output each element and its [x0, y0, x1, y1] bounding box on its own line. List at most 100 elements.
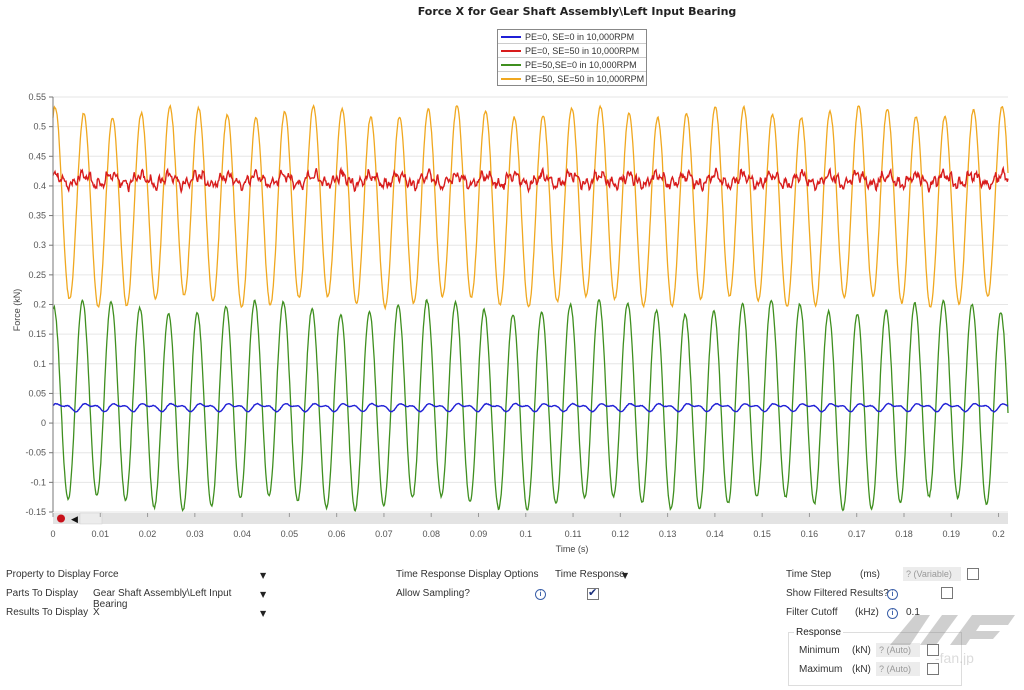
maximum-input[interactable]: ? (Auto) [876, 662, 920, 676]
info-icon[interactable]: i [887, 589, 898, 600]
y-tick-label: -0.1 [30, 477, 46, 487]
chevron-down-icon[interactable]: ▼ [260, 609, 267, 618]
time-response-chart: -0.15 -0.1 -0.05 0 0.05 0.1 0.15 0.2 0.25 0.3 0.35… [12, 92, 1009, 554]
x-tick-label: 0.05 [281, 529, 299, 539]
parts-to-display-label: Parts To Display [6, 588, 79, 599]
results-to-display-label: Results To Display [6, 607, 89, 618]
x-tick-label: 0.13 [659, 529, 677, 539]
property-to-display-select[interactable]: Force [93, 569, 119, 580]
legend-item: PE=50,SE=0 in 10,000RPM [498, 58, 646, 72]
filter-cutoff-value[interactable]: 0.1 [906, 607, 920, 618]
y-tick-label: 0.35 [28, 211, 46, 221]
response-group-label: Response [794, 627, 844, 638]
time-response-options-label: Time Response Display Options [396, 569, 539, 580]
x-tick-label: 0.09 [470, 529, 488, 539]
y-tick-label: 0.2 [33, 300, 46, 310]
time-step-checkbox[interactable] [967, 568, 979, 580]
filter-cutoff-label: Filter Cutoff [786, 607, 838, 618]
time-step-label: Time Step [786, 569, 832, 580]
scrollbar-thumb[interactable] [79, 512, 103, 525]
time-step-input[interactable]: ? (Variable) [903, 567, 961, 581]
y-axis-label: Force (kN) [12, 289, 22, 332]
series-line-2 [52, 165, 1009, 195]
y-tick-label: 0.15 [28, 329, 46, 339]
minimum-input[interactable]: ? (Auto) [876, 643, 920, 657]
time-step-unit: (ms) [860, 569, 880, 580]
y-tick-label: 0.45 [28, 151, 46, 161]
y-tick-label: 0 [41, 418, 46, 428]
legend-label: PE=50,SE=0 in 10,000RPM [525, 59, 637, 70]
filter-cutoff-unit: (kHz) [855, 607, 879, 618]
response-group [788, 632, 962, 686]
legend-swatch [501, 49, 521, 52]
legend-item: PE=50, SE=50 in 10,000RPM [498, 72, 646, 85]
series-line-4 [52, 104, 1009, 311]
minimum-label: Minimum [799, 645, 840, 656]
x-tick-label: 0.02 [139, 529, 157, 539]
x-tick-label: 0.2 [992, 529, 1005, 539]
y-tick-label: -0.15 [25, 507, 46, 517]
x-tick-label: 0.03 [186, 529, 204, 539]
legend-swatch [501, 77, 521, 80]
x-tick-label: 0.08 [422, 529, 440, 539]
x-tick-label: 0.06 [328, 529, 346, 539]
x-tick-label: 0.15 [753, 529, 771, 539]
x-tick-label: 0.14 [706, 529, 724, 539]
maximum-unit: (kN) [852, 664, 871, 675]
x-tick-label: 0.07 [375, 529, 393, 539]
x-tick-label: 0.12 [612, 529, 630, 539]
legend-item: PE=0, SE=50 in 10,000RPM [498, 44, 646, 58]
y-ticks: -0.15 -0.1 -0.05 0 0.05 0.1 0.15 0.2 0.25 0.3 0.35… [25, 92, 53, 517]
time-response-options-select[interactable]: Time Response [555, 569, 625, 580]
legend-item: PE=0, SE=0 in 10,000RPM [498, 30, 646, 44]
x-tick-label: 0 [50, 529, 55, 539]
x-tick-label: 0.16 [801, 529, 819, 539]
y-tick-label: 0.3 [33, 240, 46, 250]
series-layer [52, 104, 1009, 513]
x-tick-label: 0.11 [565, 529, 582, 539]
legend-swatch [501, 35, 521, 38]
series-line-1 [52, 402, 1009, 413]
legend-label: PE=0, SE=50 in 10,000RPM [525, 45, 640, 56]
y-tick-label: 0.55 [28, 92, 46, 102]
x-tick-label: 0.01 [92, 529, 110, 539]
x-axis-label: Time (s) [556, 544, 589, 554]
chevron-down-icon[interactable]: ▼ [260, 571, 267, 580]
show-filtered-results-label: Show Filtered Results? [786, 588, 889, 599]
show-filtered-results-checkbox[interactable] [941, 587, 953, 599]
x-tick-label: 0.17 [848, 529, 866, 539]
record-marker-icon[interactable] [57, 514, 65, 523]
y-tick-label: -0.05 [25, 448, 46, 458]
results-to-display-select[interactable]: X [93, 607, 100, 618]
y-tick-label: 0.25 [28, 270, 46, 280]
minimum-unit: (kN) [852, 645, 871, 656]
series-line-3 [52, 298, 1009, 513]
x-tick-label: 0.18 [895, 529, 913, 539]
x-tick-label: 0.19 [943, 529, 961, 539]
maximum-checkbox[interactable] [927, 663, 939, 675]
property-to-display-label: Property to Display [6, 569, 91, 580]
time-scrollbar[interactable] [53, 513, 1008, 524]
y-tick-label: 0.5 [33, 122, 46, 132]
y-tick-label: 0.4 [33, 181, 46, 191]
parts-to-display-select[interactable]: Gear Shaft Assembly\Left Input Bearing [93, 588, 232, 610]
chevron-down-icon[interactable]: ▼ [622, 571, 629, 580]
x-tick-label: 0.1 [520, 529, 533, 539]
y-tick-label: 0.1 [33, 359, 46, 369]
allow-sampling-checkbox[interactable]: ✔ [587, 586, 599, 600]
x-ticks: 0 0.01 0.02 0.03 0.04 0.05 0.06 0.07 0.08 0.09 0.1… [50, 513, 1005, 539]
legend-label: PE=0, SE=0 in 10,000RPM [525, 31, 635, 42]
watermark-logo: -fan.jp [890, 615, 1015, 665]
chart-title: Force X for Gear Shaft Assembly\Left Inp… [417, 5, 737, 18]
allow-sampling-label: Allow Sampling? [396, 588, 470, 599]
x-tick-label: 0.04 [233, 529, 251, 539]
chart-legend: PE=0, SE=0 in 10,000RPM PE=0, SE=50 in 1… [497, 29, 647, 86]
play-back-icon[interactable]: ◀ [71, 515, 78, 525]
y-tick-label: 0.05 [28, 388, 46, 398]
minimum-checkbox[interactable] [927, 644, 939, 656]
checkmark-icon: ✔ [588, 586, 598, 599]
info-icon[interactable]: i [887, 608, 898, 619]
info-icon[interactable]: i [535, 589, 546, 600]
chevron-down-icon[interactable]: ▼ [260, 590, 267, 599]
maximum-label: Maximum [799, 664, 843, 675]
